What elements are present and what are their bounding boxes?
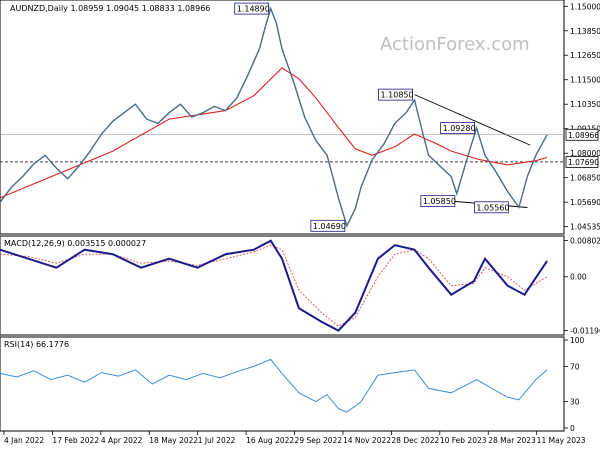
annotation-box xyxy=(234,2,270,15)
x-tick-label: 1 Jul 2022 xyxy=(198,436,236,445)
macd-y-axis: 0.008021 0.00 -0.011962 xyxy=(564,237,600,336)
x-tick-label: 28 Mar 2023 xyxy=(488,436,536,445)
main-y-axis: 1.150001.138501.126501.115001.103501.091… xyxy=(564,2,600,232)
x-tick-label: 29 Sep 2022 xyxy=(295,436,343,445)
price-line xyxy=(0,6,548,228)
annotation-box xyxy=(378,88,413,101)
macd-line xyxy=(0,239,548,332)
rsi-y-tick-label: 0 xyxy=(570,424,575,433)
x-tick-label: 11 May 2023 xyxy=(537,436,586,445)
annotation-box xyxy=(420,195,456,208)
main-y-tick-label: 1.06850 xyxy=(570,174,600,183)
x-tick-label: 4 Jan 2022 xyxy=(4,436,44,445)
main-panel-frame xyxy=(0,0,565,235)
annotation-box xyxy=(474,201,509,214)
annotation-label: 1.05560 xyxy=(476,203,509,212)
main-y-tick-label: 1.10350 xyxy=(570,100,600,109)
rsi-y-axis: 100 70 30 0 xyxy=(564,336,585,433)
x-tick-label: 4 Apr 2022 xyxy=(101,436,143,445)
x-tick-label: 14 Nov 2022 xyxy=(343,436,391,445)
main-y-tick-label: 1.08000 xyxy=(570,149,600,158)
current-price-tag-box xyxy=(565,128,599,141)
main-y-tick-label: 1.15000 xyxy=(570,2,600,11)
macd-y-tick-label: 0.00 xyxy=(570,273,587,282)
annotation-box xyxy=(310,219,346,232)
main-y-tick-label: 1.13850 xyxy=(570,27,600,36)
rsi-line xyxy=(0,358,548,413)
macd-panel-frame xyxy=(0,235,565,336)
support-price-tag: 1.07690 xyxy=(568,158,599,167)
annotation-label: 1.10850 xyxy=(381,91,414,100)
main-y-tick-label: 1.05690 xyxy=(570,198,600,207)
rsi-panel-frame xyxy=(0,336,565,432)
main-y-tick-label: 1.12650 xyxy=(570,51,600,60)
moving-average-line xyxy=(0,67,548,199)
current-price-tag: 1.08966 xyxy=(568,131,599,140)
annotation-label: 1.09280 xyxy=(443,124,476,133)
macd-y-tick-label: 0.008021 xyxy=(570,237,600,246)
annotation-box xyxy=(440,122,475,134)
watermark: ActionForex.com xyxy=(380,34,530,55)
annotation-label: 1.05850 xyxy=(423,197,456,206)
rsi-y-tick-label: 100 xyxy=(570,336,585,345)
annotation-label: 1.04690 xyxy=(313,222,346,231)
main-header: AUDNZD,Daily 1.08959 1.09045 1.08833 1.0… xyxy=(10,4,210,13)
x-axis: 4 Jan 2022 17 Feb 2022 4 Apr 2022 18 May 20… xyxy=(3,431,586,445)
price-annotations: 1.14890 1.10850 1.09280 1.04690 1.05850 1.055… xyxy=(234,2,510,232)
trendline xyxy=(414,94,531,146)
macd-label: MACD(12,26,9) 0.003515 0.000027 xyxy=(4,239,146,248)
rsi-label: RSI(14) 66.1776 xyxy=(4,340,69,349)
main-y-tick-label: 1.04535 xyxy=(570,223,600,232)
support-price-tag-box xyxy=(565,156,599,168)
x-tick-label: 17 Feb 2022 xyxy=(52,436,99,445)
price-tags: 1.08966 1.07690 xyxy=(565,128,599,168)
x-tick-label: 28 Dec 2022 xyxy=(391,436,439,445)
annotation-label: 1.14890 xyxy=(237,5,270,14)
main-y-tick-label: 1.11500 xyxy=(570,76,600,85)
macd-y-tick-label: -0.011962 xyxy=(570,327,600,336)
x-tick-label: 10 Feb 2023 xyxy=(440,436,487,445)
x-tick-label: 18 May 2022 xyxy=(149,436,198,445)
rsi-y-tick-label: 70 xyxy=(570,362,580,371)
rsi-y-tick-label: 30 xyxy=(570,398,580,407)
x-tick-label: 16 Aug 2022 xyxy=(246,436,294,445)
